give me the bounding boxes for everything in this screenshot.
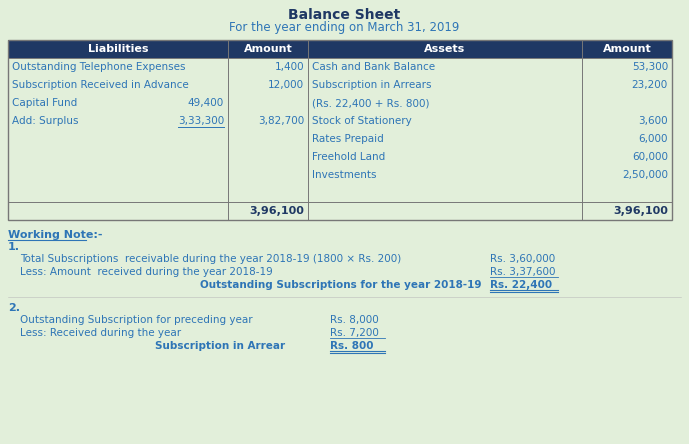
Text: Rs. 7,200: Rs. 7,200	[330, 328, 379, 338]
Text: 49,400: 49,400	[187, 98, 224, 108]
Text: Amount: Amount	[244, 44, 292, 54]
Text: Add: Surplus: Add: Surplus	[12, 116, 79, 126]
Text: Outstanding Subscription for preceding year: Outstanding Subscription for preceding y…	[20, 315, 253, 325]
Bar	[8, 40, 672, 58]
Text: Rates Prepaid: Rates Prepaid	[312, 134, 384, 144]
Text: Amount: Amount	[603, 44, 651, 54]
Text: Investments: Investments	[312, 170, 376, 180]
Text: 3,33,300: 3,33,300	[178, 116, 224, 126]
Text: 60,000: 60,000	[632, 152, 668, 162]
Text: 2,50,000: 2,50,000	[622, 170, 668, 180]
Text: Outstanding Telephone Expenses: Outstanding Telephone Expenses	[12, 62, 185, 72]
Text: 1.: 1.	[8, 242, 20, 252]
Text: Assets: Assets	[424, 44, 466, 54]
Text: 53,300: 53,300	[632, 62, 668, 72]
Text: Subscription Received in Advance: Subscription Received in Advance	[12, 80, 189, 90]
Text: 3,600: 3,600	[639, 116, 668, 126]
Text: (Rs. 22,400 + Rs. 800): (Rs. 22,400 + Rs. 800)	[312, 98, 429, 108]
Text: Working Note:-: Working Note:-	[8, 230, 103, 240]
Text: Freehold Land: Freehold Land	[312, 152, 385, 162]
Text: Less: Received during the year: Less: Received during the year	[20, 328, 181, 338]
Text: Subscription in Arrear: Subscription in Arrear	[155, 341, 285, 351]
Text: Subscription in Arrears: Subscription in Arrears	[312, 80, 431, 90]
Text: Rs. 3,37,600: Rs. 3,37,600	[490, 267, 555, 277]
Text: Total Subscriptions  receivable during the year 2018-19 (1800 × Rs. 200): Total Subscriptions receivable during th…	[20, 254, 401, 264]
Text: Cash and Bank Balance: Cash and Bank Balance	[312, 62, 435, 72]
Text: 3,96,100: 3,96,100	[613, 206, 668, 216]
Text: For the year ending on March 31, 2019: For the year ending on March 31, 2019	[229, 21, 460, 34]
Text: Rs. 3,60,000: Rs. 3,60,000	[490, 254, 555, 264]
Text: Liabilities: Liabilities	[88, 44, 148, 54]
Text: Outstanding Subscriptions for the year 2018-19: Outstanding Subscriptions for the year 2…	[200, 280, 482, 290]
Text: Rs. 8,000: Rs. 8,000	[330, 315, 379, 325]
Text: Rs. 800: Rs. 800	[330, 341, 373, 351]
Text: Balance Sheet: Balance Sheet	[289, 8, 400, 22]
Text: Stock of Stationery: Stock of Stationery	[312, 116, 412, 126]
Text: 6,000: 6,000	[639, 134, 668, 144]
Text: 3,96,100: 3,96,100	[249, 206, 304, 216]
Text: 1,400: 1,400	[274, 62, 304, 72]
Bar	[8, 40, 672, 220]
Text: Less: Amount  received during the year 2018-19: Less: Amount received during the year 20…	[20, 267, 273, 277]
Text: 12,000: 12,000	[268, 80, 304, 90]
Text: Rs. 22,400: Rs. 22,400	[490, 280, 552, 290]
Text: 3,82,700: 3,82,700	[258, 116, 304, 126]
Text: 23,200: 23,200	[632, 80, 668, 90]
Text: Capital Fund: Capital Fund	[12, 98, 77, 108]
Text: 2.: 2.	[8, 303, 20, 313]
